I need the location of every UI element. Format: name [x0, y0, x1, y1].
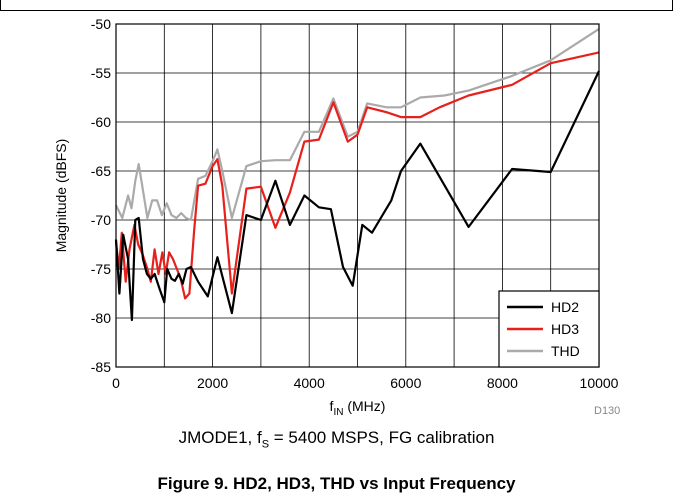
- x-tick-label: 6000: [390, 375, 421, 391]
- y-axis-ticks: -85 -80 -75 -70 -65 -60 -55 -50: [91, 16, 111, 375]
- y-tick-label: -75: [91, 261, 111, 277]
- plot-area-frame: [115, 23, 600, 368]
- y-tick-label: -70: [91, 212, 111, 228]
- y-tick-label: -55: [91, 65, 111, 81]
- line-chart: 0 2000 4000 6000 8000 10000 -85 -80 -75 -70 -65 -6…: [53, 16, 619, 418]
- y-tick-label: -50: [91, 16, 111, 32]
- series-line-thd: [115, 27, 600, 222]
- series-lines: [114, 27, 600, 322]
- x-tick-label: 0: [112, 375, 120, 391]
- legend-label: THD: [551, 343, 580, 359]
- top-rule-left: [0, 0, 1, 10]
- series-line-hd3: [114, 51, 600, 300]
- figure-code: D130: [594, 405, 621, 417]
- legend-label: HD3: [551, 321, 579, 337]
- legend-label: HD2: [551, 299, 579, 315]
- series-line-hd2: [114, 70, 600, 322]
- x-tick-label: 10000: [580, 375, 619, 391]
- x-axis-ticks: 0 2000 4000 6000 8000 10000: [112, 375, 619, 391]
- chart-subtitle: JMODE1, fS = 5400 MSPS, FG calibration: [178, 428, 495, 451]
- x-tick-label: 4000: [294, 375, 325, 391]
- x-tick-label: 2000: [197, 375, 228, 391]
- figure-title: Figure 9. HD2, HD3, THD vs Input Frequen…: [157, 474, 516, 493]
- y-tick-label: -65: [91, 163, 111, 179]
- x-tick-label: 8000: [487, 375, 518, 391]
- legend: HD2 HD3 THD: [498, 290, 600, 368]
- y-tick-label: -80: [91, 310, 111, 326]
- y-axis-label: Magnitude (dBFS): [53, 139, 69, 253]
- x-axis-label: fIN (MHz): [330, 398, 386, 418]
- y-tick-label: -85: [91, 359, 111, 375]
- top-rule: [0, 10, 673, 11]
- y-tick-label: -60: [91, 114, 111, 130]
